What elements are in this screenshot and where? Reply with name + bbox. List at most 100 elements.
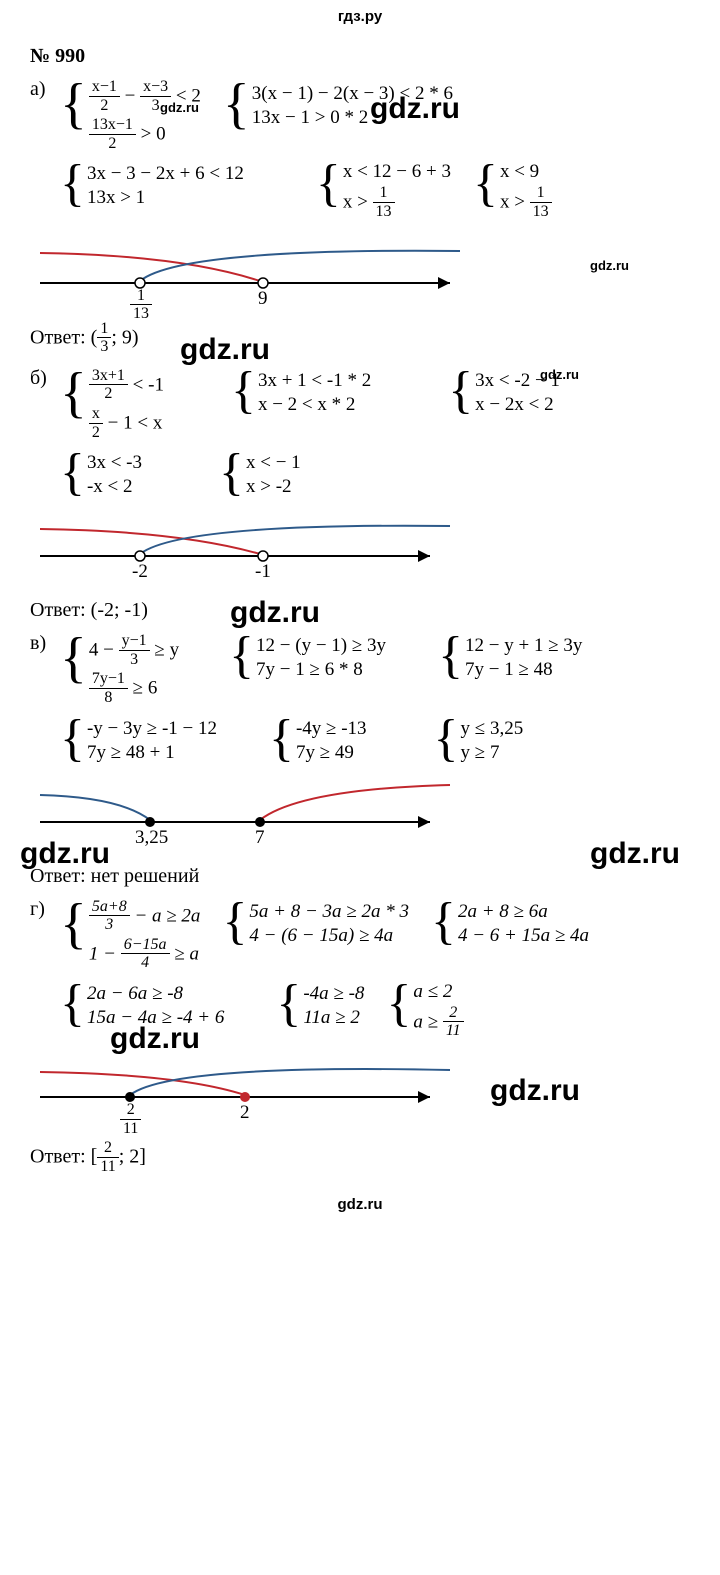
answer: Ответ: нет решений — [30, 865, 690, 888]
number-line: -2 -1 — [30, 511, 690, 591]
eq-line: 3x − 3 − 2x + 6 < 12 — [87, 162, 244, 186]
eq-line: 12 − y + 1 ≥ 3y — [465, 634, 582, 658]
system-block: { x < 12 − 6 + 3 x > 113 — [316, 160, 451, 222]
eq-line: -4a ≥ -8 — [303, 982, 364, 1006]
problem-number: № 990 — [30, 45, 690, 68]
eq-line: 7y − 1 ≥ 6 * 8 — [256, 658, 386, 682]
eq-line: 3x < -3 — [87, 451, 142, 475]
eq-line: 11a ≥ 2 — [303, 1006, 364, 1030]
eq-line: 4 − 6 + 15a ≥ 4a — [458, 924, 589, 948]
brace-icon: { — [60, 896, 87, 972]
eq-line: 13x − 1 > 0 * 2 — [252, 106, 453, 130]
part-label: а) — [30, 78, 60, 101]
brace-icon: { — [60, 158, 85, 210]
system-block: { x−12 − x−33 < 2 13x−12 > 0 — [60, 78, 201, 154]
eq-line: 4 − (6 − 15a) ≥ 4a — [249, 924, 409, 948]
system-block: { 3(x − 1) − 2(x − 3) < 2 * 6 13x − 1 > … — [223, 78, 453, 134]
system-block: { -4a ≥ -8 11a ≥ 2 — [276, 980, 364, 1032]
tick-label: 2 — [240, 1102, 250, 1124]
eq-line: x − 2x < 2 — [475, 393, 560, 417]
system-block: { -y − 3y ≥ -1 − 12 7y ≥ 48 + 1 — [60, 715, 217, 767]
system-block: { 3x < -3 -x < 2 — [60, 449, 142, 501]
eq-line: 1 − 6−15a4 ≥ a — [89, 936, 201, 974]
eq-line: 7y ≥ 49 — [296, 741, 367, 765]
eq-line: 3(x − 1) − 2(x − 3) < 2 * 6 — [252, 82, 453, 106]
part-a: а) { x−12 − x−33 < 2 13x−12 > 0 { 3(x − … — [30, 78, 690, 357]
part-c: в) { 4 − y−13 ≥ y 7y−18 ≥ 6 { 12 − (y − … — [30, 632, 690, 887]
eq-line: a ≤ 2 — [413, 980, 463, 1004]
system-block: { 12 − (y − 1) ≥ 3y 7y − 1 ≥ 6 * 8 — [229, 632, 386, 684]
brace-icon: { — [223, 76, 250, 132]
tick-label: 1 — [130, 287, 152, 306]
tick-label: 2 — [120, 1101, 141, 1120]
eq-line: 12 − (y − 1) ≥ 3y — [256, 634, 386, 658]
part-d: г) { 5a+83 − a ≥ 2a 1 − 6−15a4 ≥ a { 5a … — [30, 898, 690, 1177]
brace-icon: { — [386, 978, 411, 1040]
eq-line: y ≥ 7 — [461, 741, 524, 765]
part-b: б) { 3x+12 < -1 x2 − 1 < x { 3x + 1 < -1… — [30, 367, 690, 622]
answer: Ответ: [211; 2] — [30, 1140, 690, 1176]
eq-line: x < 9 — [500, 160, 552, 184]
eq-line: 4 − y−13 ≥ y — [89, 632, 179, 670]
brace-icon: { — [431, 896, 456, 948]
page: гдз.ру № 990 а) { x−12 − x−33 < 2 13x−12… — [0, 0, 720, 1243]
system-block: { a ≤ 2 a ≥ 211 — [386, 980, 463, 1042]
brace-icon: { — [231, 365, 256, 417]
brace-icon: { — [60, 76, 87, 152]
part-label: в) — [30, 632, 60, 655]
brace-icon: { — [219, 447, 244, 499]
site-header: гдз.ру — [30, 0, 690, 45]
brace-icon: { — [60, 630, 87, 706]
part-label: г) — [30, 898, 60, 921]
brace-icon: { — [229, 630, 254, 682]
eq-line: 7y − 1 ≥ 48 — [465, 658, 582, 682]
eq-line: x2 − 1 < x — [89, 405, 164, 443]
number-line: 3,25 7 — [30, 777, 690, 857]
eq-line: x − 2 < x * 2 — [258, 393, 371, 417]
eq-line: -4y ≥ -13 — [296, 717, 367, 741]
eq-line: 3x < -2 − 1 — [475, 369, 560, 393]
system-block: { 5a + 8 − 3a ≥ 2a * 3 4 − (6 − 15a) ≥ 4… — [222, 898, 409, 950]
tick-label: -2 — [132, 561, 148, 583]
tick-label: -1 — [255, 561, 271, 583]
tick-label: 3,25 — [135, 827, 168, 849]
brace-icon: { — [434, 713, 459, 765]
brace-icon: { — [222, 896, 247, 948]
system-block: { -4y ≥ -13 7y ≥ 49 — [269, 715, 367, 767]
part-label: б) — [30, 367, 60, 390]
brace-icon: { — [473, 158, 498, 220]
eq-line: y ≤ 3,25 — [461, 717, 524, 741]
eq-line: x > 113 — [343, 184, 451, 222]
system-block: { 2a − 6a ≥ -8 15a − 4a ≥ -4 + 6 — [60, 980, 224, 1032]
eq-line: 13x−12 > 0 — [89, 116, 201, 154]
tick-label: 7 — [255, 827, 265, 849]
system-block: { 3x+12 < -1 x2 − 1 < x — [60, 367, 164, 443]
system-block: { 5a+83 − a ≥ 2a 1 − 6−15a4 ≥ a — [60, 898, 200, 974]
eq-line: 2a + 8 ≥ 6a — [458, 900, 589, 924]
system-block: { 3x + 1 < -1 * 2 x − 2 < x * 2 — [231, 367, 371, 419]
brace-icon: { — [316, 158, 341, 220]
brace-icon: { — [60, 447, 85, 499]
eq-line: -x < 2 — [87, 475, 142, 499]
eq-line: 13x > 1 — [87, 186, 244, 210]
number-line: 211 2 gdz.ru — [30, 1052, 690, 1132]
system-block: { 12 − y + 1 ≥ 3y 7y − 1 ≥ 48 — [438, 632, 582, 684]
system-block: { 2a + 8 ≥ 6a 4 − 6 + 15a ≥ 4a — [431, 898, 589, 950]
eq-line: x < − 1 — [246, 451, 301, 475]
answer: Ответ: (-2; -1) — [30, 599, 690, 622]
eq-line: x > 113 — [500, 184, 552, 222]
footer-watermark: gdz.ru — [30, 1186, 690, 1213]
eq-line: 5a+83 − a ≥ 2a — [89, 898, 201, 936]
brace-icon: { — [60, 365, 87, 441]
eq-line: 7y ≥ 48 + 1 — [87, 741, 217, 765]
eq-line: -y − 3y ≥ -1 − 12 — [87, 717, 217, 741]
brace-icon: { — [269, 713, 294, 765]
number-line: 113 9 gdz.ru — [30, 233, 690, 313]
tick-label: 9 — [258, 288, 268, 310]
brace-icon: { — [60, 713, 85, 765]
eq-line: x > -2 — [246, 475, 301, 499]
answer: Ответ: (13; 9) — [30, 321, 690, 357]
system-block: { 4 − y−13 ≥ y 7y−18 ≥ 6 — [60, 632, 179, 708]
system-block: { x < − 1 x > -2 — [219, 449, 301, 501]
eq-line: 3x+12 < -1 — [89, 367, 164, 405]
